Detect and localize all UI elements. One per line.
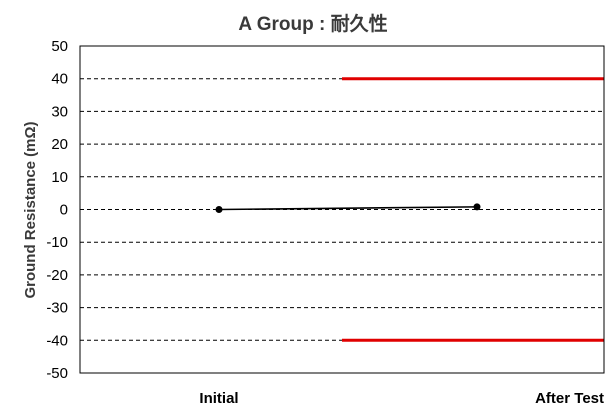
limit-lines bbox=[342, 77, 604, 342]
y-tick-label: -10 bbox=[46, 234, 68, 251]
y-tick-label: 20 bbox=[51, 136, 68, 153]
y-tick-label: 50 bbox=[51, 38, 68, 55]
y-tick-label: -50 bbox=[46, 365, 68, 382]
plot-area bbox=[79, 45, 605, 374]
gridlines bbox=[80, 78, 604, 341]
y-tick-label: 10 bbox=[51, 169, 68, 186]
y-tick-label: 30 bbox=[51, 103, 68, 120]
data-point bbox=[473, 203, 481, 211]
y-tick-label: -20 bbox=[46, 267, 68, 284]
y-tick-label: 0 bbox=[60, 202, 68, 219]
x-tick-label: After Test bbox=[535, 390, 604, 407]
y-tick-label: -30 bbox=[46, 300, 68, 317]
series-line bbox=[218, 206, 478, 211]
data-point bbox=[215, 206, 223, 213]
chart-title: A Group : 耐久性 bbox=[238, 12, 387, 35]
y-tick-label: 40 bbox=[51, 71, 68, 88]
x-tick-label: Initial bbox=[199, 390, 238, 407]
series-group bbox=[215, 203, 481, 213]
y-axis-ticks: 50 40 30 20 10 0 -10 -20 -30 -40 -50 bbox=[46, 38, 68, 382]
y-axis-label: Ground Resistance (mΩ) bbox=[22, 121, 39, 298]
y-tick-label: -40 bbox=[46, 332, 68, 349]
x-axis-ticks: Initial After Test bbox=[199, 390, 604, 407]
